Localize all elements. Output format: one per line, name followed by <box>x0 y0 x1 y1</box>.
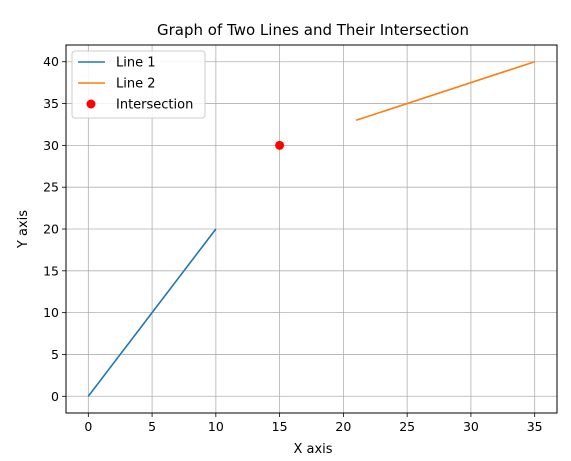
x-tick-label: 0 <box>84 419 92 434</box>
y-axis-label: Y axis <box>16 210 31 249</box>
chart-title: Graph of Two Lines and Their Intersectio… <box>157 21 469 39</box>
x-tick-label: 35 <box>527 419 543 434</box>
x-tick-label: 15 <box>272 419 288 434</box>
intersection-point <box>275 140 285 150</box>
x-axis-label: X axis <box>293 442 332 457</box>
y-tick-label: 10 <box>43 305 59 320</box>
x-tick-label: 25 <box>399 419 415 434</box>
y-tick-label: 0 <box>51 389 59 404</box>
y-tick-label: 25 <box>43 180 59 195</box>
grid <box>66 45 557 413</box>
y-tick-label: 40 <box>43 54 59 69</box>
y-tick-label: 15 <box>43 263 59 278</box>
legend-label-1: Line 1 <box>116 56 156 71</box>
y-tick-label: 30 <box>43 138 59 153</box>
series-line-1 <box>87 228 217 397</box>
series-line-2 <box>355 60 535 122</box>
legend-label-2: Line 2 <box>116 77 156 92</box>
y-tick-label: 35 <box>43 96 59 111</box>
x-tick-label: 5 <box>148 419 156 434</box>
x-tick-label: 30 <box>463 419 479 434</box>
ticks: 0 5 10 15 20 25 30 35 0 5 10 15 20 25 30 35 40 <box>43 54 543 434</box>
legend-swatch-3 <box>86 99 96 109</box>
legend-label-3: Intersection <box>116 98 193 113</box>
y-tick-label: 5 <box>51 347 59 362</box>
series-layer <box>87 60 535 397</box>
y-tick-label: 20 <box>43 222 59 237</box>
legend-box <box>71 50 206 119</box>
x-tick-label: 20 <box>335 419 351 434</box>
legend: Line 1 Line 2 Intersection <box>71 50 206 119</box>
x-tick-label: 10 <box>208 419 224 434</box>
